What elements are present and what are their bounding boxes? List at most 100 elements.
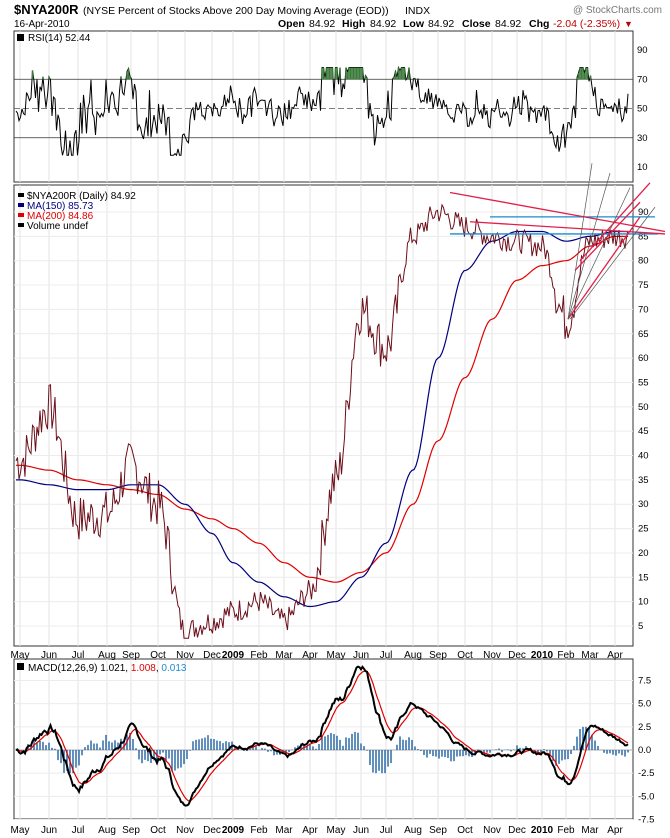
- price-tick-label: 90: [638, 207, 649, 218]
- price-tick-label: 65: [638, 329, 649, 340]
- x-axis-bottom-tick-label: Sep: [429, 825, 447, 836]
- trend-line: [579, 182, 651, 262]
- x-axis-top-tick-label: 2009: [222, 650, 245, 661]
- macd-tick-label: -7.5: [638, 815, 654, 826]
- price-tick-label: 20: [638, 548, 649, 559]
- macd-signal-line: [15, 670, 629, 802]
- x-axis-bottom-tick-label: Jul: [72, 825, 85, 836]
- trend-line: [574, 201, 641, 271]
- x-axis-top-tick-label: Feb: [557, 650, 575, 661]
- price-panel-frame: [13, 184, 634, 647]
- x-axis-bottom-tick-label: Nov: [483, 825, 501, 836]
- x-axis-top-tick-label: Feb: [250, 650, 268, 661]
- trend-line: [567, 187, 631, 320]
- x-axis-top-tick-label: Mar: [581, 650, 599, 661]
- rsi-panel-frame: [13, 30, 634, 183]
- x-axis-bottom-tick-label: Jun: [41, 825, 57, 836]
- x-axis-top-tick-label: Jun: [353, 650, 369, 661]
- x-axis-bottom-tick-label: Mar: [275, 825, 293, 836]
- x-axis-top-tick-label: Mar: [275, 650, 293, 661]
- price-tick-label: 40: [638, 451, 649, 462]
- x-axis-bottom-tick-label: Jul: [380, 825, 393, 836]
- price-tick-label: 30: [638, 499, 649, 510]
- x-axis-top-tick-label: Sep: [429, 650, 447, 661]
- x-axis-top-tick-label: Aug: [404, 650, 422, 661]
- chg-down-arrow: ▼: [624, 19, 633, 29]
- x-axis-top-tick-label: Jul: [380, 650, 393, 661]
- legend-swatch: [18, 223, 24, 227]
- x-axis-bottom-tick-label: Oct: [150, 825, 166, 836]
- x-axis-top-tick-label: May: [11, 650, 30, 661]
- macd-tick-label: 2.5: [638, 722, 651, 733]
- price-tick-label: 35: [638, 475, 649, 486]
- x-axis-top-tick-label: Dec: [203, 650, 221, 661]
- rsi-legend-label: RSI(14) 52.44: [28, 33, 91, 44]
- price-tick-label: 15: [638, 572, 649, 583]
- legend-swatch: [18, 193, 24, 197]
- rsi-tick-label: 70: [637, 74, 648, 85]
- legend-swatch: [18, 203, 24, 207]
- rsi-tick-label: 10: [637, 162, 648, 173]
- macd-tick-label: -5.0: [638, 791, 654, 802]
- rsi-tick-label: 50: [637, 104, 648, 115]
- trend-line: [567, 163, 593, 320]
- close-label: Close: [462, 18, 491, 30]
- low-label: Low: [403, 18, 425, 30]
- x-axis-top-tick-label: Aug: [98, 650, 116, 661]
- macd-legend-swatch: [17, 663, 24, 670]
- low-value: 84.92: [428, 18, 454, 30]
- watermark: @ StockCharts.com: [573, 5, 662, 16]
- x-axis-bottom-tick-label: 2009: [222, 825, 245, 836]
- high-value: 84.92: [370, 18, 396, 30]
- price-tick-label: 80: [638, 256, 649, 267]
- trend-line: [449, 191, 666, 233]
- trend-line: [569, 206, 656, 320]
- x-axis-top-tick-label: Oct: [457, 650, 473, 661]
- chart-symbol: $NYA200R: [14, 2, 79, 17]
- macd-tick-label: 5.0: [638, 699, 651, 710]
- x-axis-bottom-tick-label: May: [11, 825, 30, 836]
- x-axis-top-tick-label: Jul: [72, 650, 85, 661]
- price-tick-label: 45: [638, 426, 649, 437]
- x-axis-top-tick-label: Dec: [508, 650, 526, 661]
- price-tick-label: 55: [638, 377, 649, 388]
- x-axis-top-tick-label: Nov: [483, 650, 501, 661]
- price-tick-label: 25: [638, 524, 649, 535]
- price-tick-label: 70: [638, 304, 649, 315]
- legend-entry: $NYA200R (Daily) 84.92: [27, 191, 136, 202]
- rsi-tick-label: 90: [637, 45, 648, 56]
- macd-label-part: 1.008: [131, 663, 156, 674]
- x-axis-top-tick-label: Oct: [150, 650, 166, 661]
- legend-entry: Volume undef: [27, 221, 88, 232]
- price-line: [15, 203, 629, 639]
- macd-label-part: 0.013: [161, 663, 186, 674]
- ma150-line: [16, 230, 628, 608]
- x-axis-bottom-tick-label: Aug: [98, 825, 116, 836]
- macd-line: [15, 665, 629, 807]
- x-axis-top-tick-label: Nov: [176, 650, 194, 661]
- macd-tick-label: 7.5: [638, 676, 651, 687]
- trend-line: [469, 221, 666, 235]
- price-tick-label: 5: [638, 621, 643, 632]
- price-tick-label: 85: [638, 231, 649, 242]
- high-label: High: [342, 18, 365, 30]
- x-axis-bottom-tick-label: Feb: [557, 825, 575, 836]
- price-tick-label: 75: [638, 280, 649, 291]
- legend-entry: MA(200) 84.86: [27, 211, 94, 222]
- x-axis-bottom-tick-label: Aug: [404, 825, 422, 836]
- price-tick-label: 60: [638, 353, 649, 364]
- trend-line: [567, 216, 641, 320]
- x-axis-bottom-tick-label: Dec: [203, 825, 221, 836]
- macd-label-part: MACD(12,26,9) 1.021,: [28, 663, 131, 674]
- rsi-legend-swatch: [17, 34, 24, 41]
- open-label: Open: [278, 18, 305, 30]
- x-axis-bottom-tick-label: Apr: [607, 825, 623, 836]
- x-axis-top-tick-label: 2010: [531, 650, 554, 661]
- chart-date: 16-Apr-2010: [14, 19, 70, 30]
- rsi-tick-label: 30: [637, 133, 648, 144]
- chg-label: Chg: [529, 18, 549, 30]
- close-value: 84.92: [495, 18, 521, 30]
- x-axis-top-tick-label: Apr: [607, 650, 623, 661]
- x-axis-top-tick-label: Jun: [41, 650, 57, 661]
